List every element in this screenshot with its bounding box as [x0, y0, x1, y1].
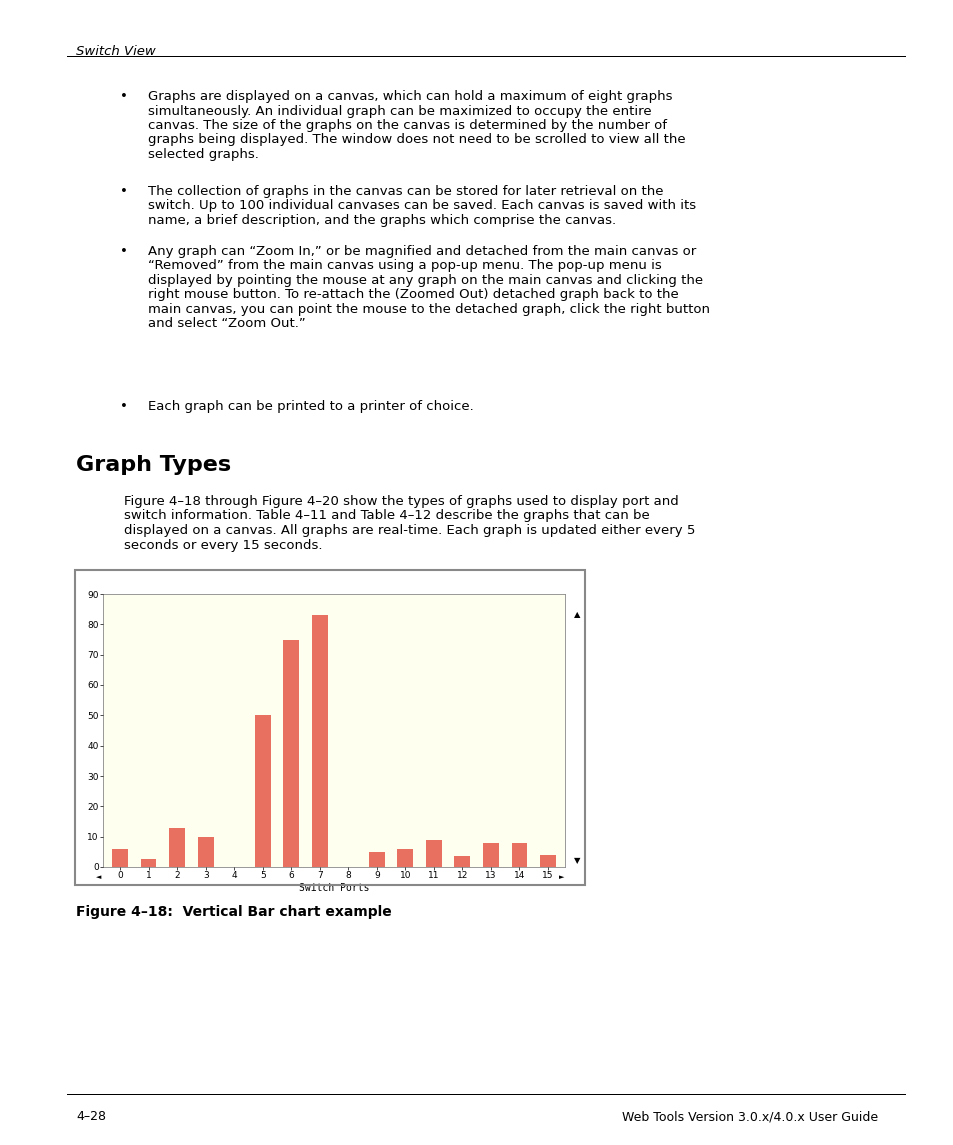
Text: displayed by pointing the mouse at any graph on the main canvas and clicking the: displayed by pointing the mouse at any g…	[148, 274, 702, 287]
Text: Switch View: Switch View	[76, 45, 156, 58]
Text: ▼: ▼	[573, 855, 579, 864]
Bar	[454, 856, 470, 867]
Text: Performance Monitor: Performance Monitor	[106, 575, 214, 585]
Text: Each graph can be printed to a printer of choice.: Each graph can be printed to a printer o…	[148, 400, 473, 413]
Text: The collection of graphs in the canvas can be stored for later retrieval on the: The collection of graphs in the canvas c…	[148, 185, 662, 198]
Text: Figure 4–18 through Figure 4–20 show the types of graphs used to display port an: Figure 4–18 through Figure 4–20 show the…	[124, 495, 678, 508]
Bar	[197, 837, 213, 867]
Text: •: •	[120, 90, 128, 103]
Bar	[312, 615, 327, 867]
Text: •: •	[120, 245, 128, 258]
Text: “Removed” from the main canvas using a pop-up menu. The pop-up menu is: “Removed” from the main canvas using a p…	[148, 260, 661, 273]
Bar	[283, 640, 298, 867]
Text: switch information. Table 4–11 and Table 4–12 describe the graphs that can be: switch information. Table 4–11 and Table…	[124, 510, 649, 522]
Bar	[426, 839, 441, 867]
Text: simultaneously. An individual graph can be maximized to occupy the entire: simultaneously. An individual graph can …	[148, 104, 651, 118]
Text: 🖥: 🖥	[85, 576, 91, 584]
X-axis label: Switch Ports: Switch Ports	[298, 883, 369, 893]
Text: ◄: ◄	[95, 874, 101, 881]
Bar	[397, 848, 413, 867]
Bar	[112, 848, 128, 867]
Text: name, a brief description, and the graphs which comprise the canvas.: name, a brief description, and the graph…	[148, 214, 616, 227]
Text: Graph Types: Graph Types	[76, 455, 232, 475]
Bar	[511, 843, 527, 867]
Text: □: □	[543, 575, 553, 585]
Text: Web Tools Version 3.0.x/4.0.x User Guide: Web Tools Version 3.0.x/4.0.x User Guide	[621, 1110, 877, 1123]
Text: canvas. The size of the graphs on the canvas is determined by the number of: canvas. The size of the graphs on the ca…	[148, 119, 666, 132]
Bar	[482, 843, 498, 867]
Bar	[141, 860, 156, 867]
Text: displayed on a canvas. All graphs are real-time. Each graph is updated either ev: displayed on a canvas. All graphs are re…	[124, 524, 695, 537]
Text: ▲: ▲	[573, 610, 579, 619]
Bar	[254, 716, 271, 867]
Text: •: •	[120, 185, 128, 198]
Text: switch. Up to 100 individual canvases can be saved. Each canvas is saved with it: switch. Up to 100 individual canvases ca…	[148, 199, 696, 213]
Text: ✕: ✕	[564, 575, 572, 585]
Bar	[169, 828, 185, 867]
Text: Figure 4–18:  Vertical Bar chart example: Figure 4–18: Vertical Bar chart example	[76, 905, 392, 919]
Text: graphs being displayed. The window does not need to be scrolled to view all the: graphs being displayed. The window does …	[148, 134, 685, 147]
Text: 4–28: 4–28	[76, 1110, 106, 1123]
Text: and select “Zoom Out.”: and select “Zoom Out.”	[148, 317, 305, 331]
Text: right mouse button. To re-attach the (Zoomed Out) detached graph back to the: right mouse button. To re-attach the (Zo…	[148, 289, 678, 301]
Text: seconds or every 15 seconds.: seconds or every 15 seconds.	[124, 538, 322, 552]
Bar	[539, 855, 556, 867]
Text: ►: ►	[558, 874, 563, 881]
Bar	[369, 852, 384, 867]
Text: main canvas, you can point the mouse to the detached graph, click the right butt: main canvas, you can point the mouse to …	[148, 303, 709, 316]
Text: •: •	[120, 400, 128, 413]
Text: selected graphs.: selected graphs.	[148, 148, 258, 161]
Text: Graphs are displayed on a canvas, which can hold a maximum of eight graphs: Graphs are displayed on a canvas, which …	[148, 90, 672, 103]
Text: ─: ─	[523, 575, 529, 585]
Text: Any graph can “Zoom In,” or be magnified and detached from the main canvas or: Any graph can “Zoom In,” or be magnified…	[148, 245, 696, 258]
